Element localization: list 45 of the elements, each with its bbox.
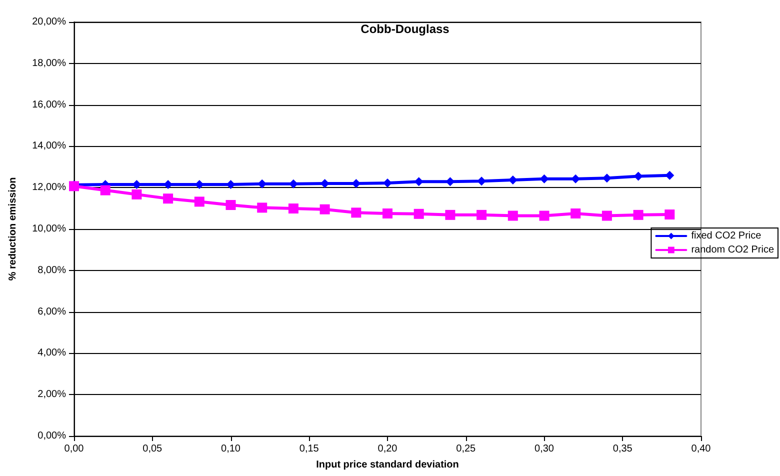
y-tick-label: 16,00%: [32, 99, 66, 110]
point: [633, 210, 644, 220]
point: [351, 208, 362, 218]
point: [226, 200, 236, 210]
point: [288, 204, 298, 214]
legend-label: random CO2 Price: [691, 244, 774, 256]
point: [476, 210, 487, 220]
point: [539, 210, 550, 221]
y-tick-label: 0,00%: [38, 430, 66, 442]
y-tick-label: 8,00%: [38, 264, 66, 276]
point: [664, 210, 675, 220]
point: [320, 204, 330, 214]
x-tick-label: 0,10: [221, 444, 241, 454]
chart-title: Cobb-Douglass: [360, 22, 450, 36]
point: [132, 189, 142, 200]
point: [570, 208, 581, 218]
y-tick-label: 20,00%: [32, 16, 66, 28]
y-tick-label: 2,00%: [38, 389, 66, 400]
x-tick-label: 0,20: [378, 444, 398, 454]
x-tick-label: 0,30: [534, 444, 554, 454]
y-tick-label: 12,00%: [32, 182, 66, 194]
x-tick-label: 0,40: [691, 444, 712, 454]
point: [383, 178, 392, 188]
x-tick-label: 0,00: [64, 444, 84, 454]
y-tick-label: 14,00%: [32, 140, 66, 152]
y-tick-label: 18,00%: [32, 58, 66, 69]
x-axis-title: Input price standard deviation: [316, 460, 459, 470]
x-tick-label: 0,15: [299, 444, 320, 454]
point: [257, 202, 268, 213]
point: [602, 210, 612, 221]
x-tick-label: 0,05: [142, 444, 163, 454]
point: [382, 208, 392, 218]
y-tick-label: 4,00%: [38, 348, 66, 359]
point: [508, 210, 518, 221]
point: [100, 185, 110, 196]
point: [194, 196, 204, 207]
point: [163, 194, 174, 204]
y-tick-label: 6,00%: [38, 306, 66, 318]
x-tick-label: 0,35: [612, 444, 633, 454]
point: [414, 208, 424, 219]
y-tick-label: 10,00%: [32, 224, 66, 234]
point: [445, 210, 456, 220]
x-tick-label: 0,25: [456, 444, 476, 454]
y-axis-title: % reduction emission: [8, 177, 18, 281]
legend-label: fixed CO2 Price: [691, 230, 762, 242]
